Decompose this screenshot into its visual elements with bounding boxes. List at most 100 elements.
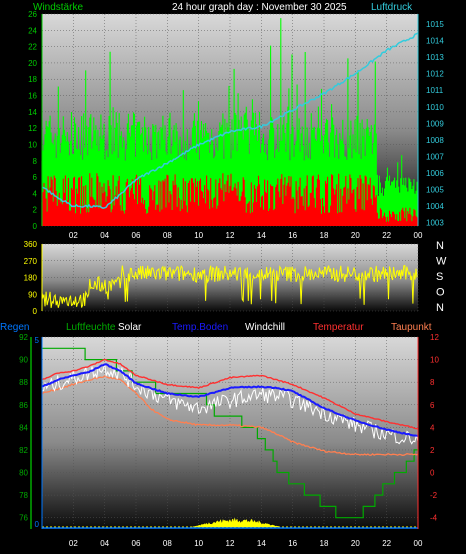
y-tick-humidity: 88 bbox=[19, 378, 28, 387]
y-tick-humidity: 82 bbox=[19, 446, 28, 455]
x-tick: 02 bbox=[69, 539, 78, 548]
y-tick-humidity: 80 bbox=[19, 469, 28, 478]
y-tick-direction: 360 bbox=[24, 240, 38, 249]
y-tick-humidity: 92 bbox=[19, 333, 28, 342]
y-tick-wind: 14 bbox=[28, 108, 37, 117]
direction-grid bbox=[42, 243, 419, 312]
compass-label: O bbox=[436, 287, 445, 299]
solar-series bbox=[192, 518, 281, 528]
y-tick-wind: 24 bbox=[28, 26, 37, 35]
y-tick-humidity: 86 bbox=[19, 401, 28, 410]
legend-regen: Regen bbox=[0, 322, 29, 333]
y-tick-wind: 16 bbox=[28, 92, 37, 101]
x-tick: 00 bbox=[414, 231, 423, 240]
compass-label: N bbox=[436, 240, 444, 252]
y-tick-temperature: 10 bbox=[430, 356, 439, 365]
wind-direction-series bbox=[41, 264, 418, 308]
y-tick-wind: 4 bbox=[33, 189, 38, 198]
y-tick-wind: 18 bbox=[28, 75, 37, 84]
x-tick: 14 bbox=[257, 231, 266, 240]
x-tick: 22 bbox=[382, 539, 391, 548]
compass-label: W bbox=[436, 256, 447, 268]
x-tick: 22 bbox=[382, 231, 391, 240]
y-tick-humidity: 76 bbox=[19, 514, 28, 523]
x-tick: 20 bbox=[351, 231, 360, 240]
y-tick-pressure: 1010 bbox=[426, 103, 444, 112]
x-tick: 02 bbox=[69, 231, 78, 240]
y-tick-direction: 90 bbox=[28, 290, 37, 299]
compass-label: N bbox=[436, 302, 444, 314]
header-title: 24 hour graph day : November 30 2025 bbox=[172, 2, 347, 13]
x-tick: 18 bbox=[320, 231, 329, 240]
y-tick-pressure: 1011 bbox=[426, 86, 444, 95]
x-tick: 12 bbox=[226, 539, 235, 548]
legend-luftfeuchte: Luftfeuchte bbox=[66, 322, 116, 333]
x-tick: 14 bbox=[257, 539, 266, 548]
y-tick-pressure: 1015 bbox=[426, 20, 444, 29]
x-tick: 20 bbox=[351, 539, 360, 548]
x-tick: 12 bbox=[226, 231, 235, 240]
y-tick-wind: 22 bbox=[28, 43, 37, 52]
header-windstaerke: Windstärke bbox=[33, 2, 83, 13]
y-tick-pressure: 1003 bbox=[426, 219, 444, 228]
x-tick: 10 bbox=[194, 539, 203, 548]
x-tick: 10 bbox=[194, 231, 203, 240]
y-tick-direction: 0 bbox=[33, 307, 38, 316]
y-tick-temperature: 4 bbox=[430, 423, 435, 432]
x-tick: 08 bbox=[163, 231, 172, 240]
temp-boden-series bbox=[41, 363, 419, 437]
legend-taupunkt: Taupunkt bbox=[391, 322, 432, 333]
y-tick-humidity: 90 bbox=[19, 356, 28, 365]
y-tick-pressure: 1005 bbox=[426, 186, 444, 195]
x-tick: 04 bbox=[100, 539, 109, 548]
x-tick: 06 bbox=[132, 231, 141, 240]
humidity-series bbox=[42, 347, 418, 519]
y-tick-humidity: 78 bbox=[19, 491, 28, 500]
y-tick-pressure: 1014 bbox=[426, 37, 444, 46]
legend-windchill: Windchill bbox=[245, 322, 285, 333]
y-tick-pressure: 1009 bbox=[426, 119, 444, 128]
y-tick-wind: 6 bbox=[33, 173, 38, 182]
y-tick-pressure: 1013 bbox=[426, 53, 444, 62]
y-tick-temperature: 12 bbox=[430, 333, 439, 342]
y-tick-rain: 5 bbox=[35, 336, 40, 345]
direction-series bbox=[41, 264, 418, 308]
x-tick: 00 bbox=[414, 539, 423, 548]
y-tick-wind: 26 bbox=[28, 10, 37, 19]
y-tick-direction: 270 bbox=[24, 257, 38, 266]
header-luftdruck: Luftdruck bbox=[371, 2, 413, 13]
y-tick-rain: 0 bbox=[35, 520, 40, 529]
taupunkt-series bbox=[41, 375, 419, 456]
x-tick: 04 bbox=[100, 231, 109, 240]
y-tick-wind: 12 bbox=[28, 124, 37, 133]
y-tick-temperature: 0 bbox=[430, 469, 435, 478]
y-tick-temperature: -2 bbox=[430, 491, 438, 500]
x-tick: 08 bbox=[163, 539, 172, 548]
y-tick-pressure: 1008 bbox=[426, 136, 444, 145]
legend-temp-boden: Temp.Boden bbox=[172, 322, 228, 333]
y-tick-temperature: 2 bbox=[430, 446, 435, 455]
compass-label: S bbox=[436, 271, 443, 283]
y-tick-direction: 180 bbox=[24, 274, 38, 283]
y-tick-humidity: 84 bbox=[19, 423, 28, 432]
pressure-series bbox=[41, 32, 419, 209]
y-tick-temperature: 8 bbox=[430, 378, 435, 387]
y-tick-temperature: 6 bbox=[430, 401, 435, 410]
y-tick-temperature: -4 bbox=[430, 514, 438, 523]
x-tick: 16 bbox=[288, 231, 297, 240]
y-tick-pressure: 1004 bbox=[426, 202, 444, 211]
y-tick-pressure: 1006 bbox=[426, 169, 444, 178]
x-tick: 16 bbox=[288, 539, 297, 548]
temperature-series bbox=[41, 347, 419, 529]
y-tick-pressure: 1007 bbox=[426, 152, 444, 161]
x-tick: 18 bbox=[320, 539, 329, 548]
y-tick-wind: 10 bbox=[28, 140, 37, 149]
y-tick-wind: 2 bbox=[33, 206, 38, 215]
y-tick-pressure: 1012 bbox=[426, 70, 444, 79]
temperatur-series bbox=[41, 358, 419, 430]
legend-temperatur: Temperatur bbox=[313, 322, 364, 333]
